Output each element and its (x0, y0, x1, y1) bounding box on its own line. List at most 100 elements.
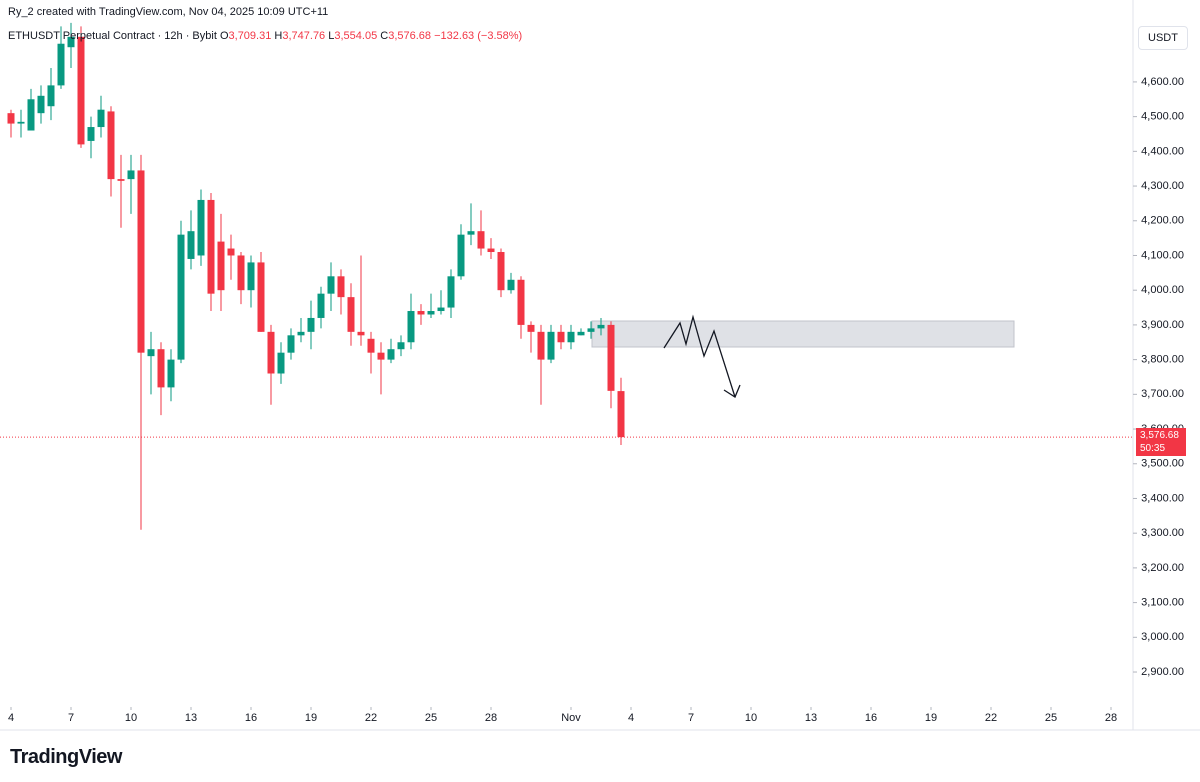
projection-arrowhead (723, 384, 741, 398)
countdown: 50:35 (1140, 443, 1166, 455)
candle-body (237, 255, 245, 291)
candle-body (577, 331, 585, 336)
x-tick-label: 7 (688, 712, 694, 724)
y-tick-label: 4,300.00 (1141, 180, 1184, 192)
x-tick-label: 4 (628, 712, 634, 724)
x-tick-label: 4 (8, 712, 14, 724)
open-value: 3,709.31 (228, 30, 272, 42)
candle-body (567, 331, 575, 343)
candle-body (27, 99, 35, 131)
candle-body (407, 311, 415, 343)
x-tick-label: 22 (985, 712, 997, 724)
candle-body (37, 95, 45, 114)
candle-body (457, 234, 465, 277)
candle-body (17, 121, 25, 124)
candle-body (447, 276, 455, 308)
candle-body (167, 359, 175, 388)
y-tick-label: 4,500.00 (1141, 111, 1184, 123)
last-price-tag: 3,576.68 50:35 (1136, 428, 1186, 457)
x-tick-label: 25 (1045, 712, 1057, 724)
candle-body (67, 36, 75, 48)
candle-body (147, 349, 155, 357)
x-tick-label: 10 (125, 712, 137, 724)
candle-body (57, 43, 65, 86)
candle-body (77, 36, 85, 145)
x-tick-label: Nov (561, 712, 581, 724)
candle-body (307, 317, 315, 332)
candle-body (177, 234, 185, 360)
candle-body (87, 127, 95, 141)
candle-body (337, 276, 345, 298)
attribution: Ry_2 created with TradingView.com, Nov 0… (8, 6, 329, 18)
y-tick-label: 3,300.00 (1141, 527, 1184, 539)
y-tick-label: 3,500.00 (1141, 458, 1184, 470)
candle-body (497, 252, 505, 291)
candle-body (347, 297, 355, 332)
resistance-zone (591, 320, 1015, 348)
candle-body (7, 113, 15, 124)
x-tick-label: 19 (305, 712, 317, 724)
last-price: 3,576.68 (1140, 430, 1179, 442)
y-tick-label: 3,900.00 (1141, 319, 1184, 331)
candle-body (557, 331, 565, 343)
x-tick-label: 13 (805, 712, 817, 724)
candle-body (597, 324, 605, 329)
candle-body (417, 311, 425, 315)
candle-body (617, 391, 625, 438)
x-tick-label: 25 (425, 712, 437, 724)
x-tick-label: 7 (68, 712, 74, 724)
y-tick-label: 3,700.00 (1141, 388, 1184, 400)
y-tick-label: 4,600.00 (1141, 76, 1184, 88)
y-tick-label: 2,900.00 (1141, 666, 1184, 678)
candle-body (297, 331, 305, 336)
x-tick-label: 16 (245, 712, 257, 724)
c-label: C (380, 30, 389, 42)
candle-body (127, 170, 135, 180)
candle-body (107, 111, 115, 180)
candle-body (487, 248, 495, 253)
y-tick-label: 3,100.00 (1141, 597, 1184, 609)
x-tick-label: 10 (745, 712, 757, 724)
y-tick-label: 3,000.00 (1141, 631, 1184, 643)
candle-body (367, 338, 375, 353)
x-tick-label: 28 (485, 712, 497, 724)
candle-body (357, 331, 365, 336)
candle-body (397, 342, 405, 350)
projection-path (663, 314, 736, 398)
candle-body (377, 352, 385, 360)
candle-body (227, 248, 235, 256)
y-tick-label: 4,100.00 (1141, 249, 1184, 261)
y-tick-label: 4,200.00 (1141, 215, 1184, 227)
x-tick-label: 28 (1105, 712, 1117, 724)
candle-body (47, 85, 55, 107)
currency-button[interactable]: USDT (1138, 26, 1188, 50)
ohlc-legend: ETHUSDT Perpetual Contract · 12h · Bybit… (8, 30, 522, 42)
x-tick-label: 22 (365, 712, 377, 724)
symbol: ETHUSDT Perpetual Contract · 12h · Bybit (8, 30, 217, 42)
o-label: O (219, 30, 229, 42)
candle-body (207, 199, 215, 294)
candle-body (197, 199, 205, 256)
candle-body (257, 262, 265, 332)
y-tick-label: 3,400.00 (1141, 492, 1184, 504)
l-label: L (328, 30, 335, 42)
candle-body (467, 231, 475, 235)
low-value: 3,554.05 (334, 30, 378, 42)
candle-body (217, 241, 225, 291)
candle-body (477, 231, 485, 249)
candle-body (387, 349, 395, 360)
candle-body (277, 352, 285, 374)
y-tick-label: 3,800.00 (1141, 354, 1184, 366)
candle-body (157, 349, 165, 388)
candle-body (587, 328, 595, 332)
h-label: H (274, 30, 283, 42)
candle-body (247, 262, 255, 291)
candle-body (137, 170, 145, 353)
candle-body (607, 324, 615, 391)
high-value: 3,747.76 (282, 30, 326, 42)
candle-body (327, 276, 335, 294)
x-tick-label: 16 (865, 712, 877, 724)
candle-body (517, 279, 525, 325)
